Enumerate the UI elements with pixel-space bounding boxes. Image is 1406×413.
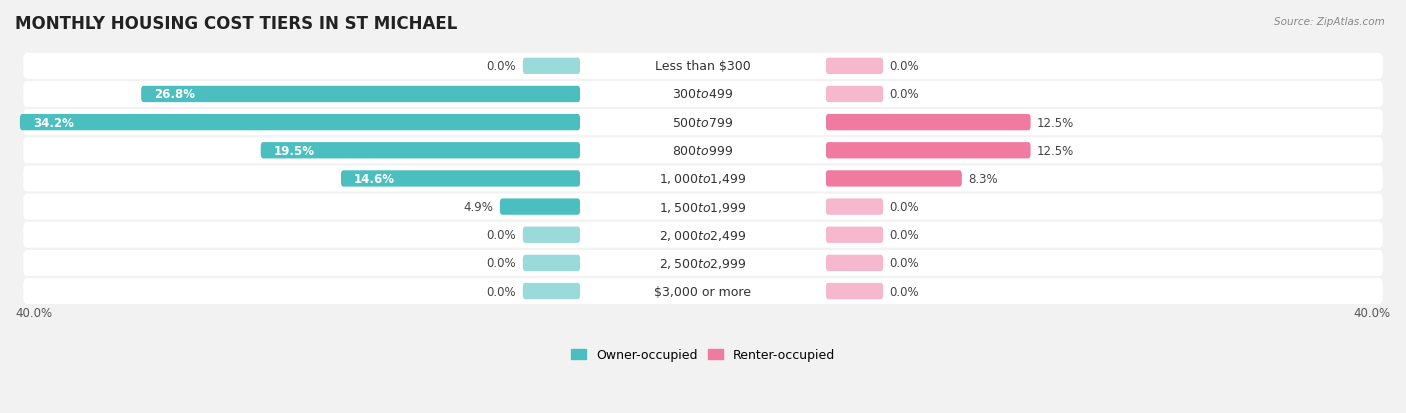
Text: 0.0%: 0.0% xyxy=(486,60,516,73)
Text: 0.0%: 0.0% xyxy=(890,229,920,242)
Text: 40.0%: 40.0% xyxy=(1354,306,1391,319)
FancyBboxPatch shape xyxy=(22,166,1384,192)
FancyBboxPatch shape xyxy=(501,199,581,215)
FancyBboxPatch shape xyxy=(22,138,1384,164)
FancyBboxPatch shape xyxy=(523,59,581,75)
FancyBboxPatch shape xyxy=(825,171,962,187)
FancyBboxPatch shape xyxy=(581,226,825,244)
FancyBboxPatch shape xyxy=(581,58,825,76)
Text: 4.9%: 4.9% xyxy=(464,201,494,214)
FancyBboxPatch shape xyxy=(22,194,1384,220)
Text: 0.0%: 0.0% xyxy=(890,201,920,214)
FancyBboxPatch shape xyxy=(581,114,825,132)
FancyBboxPatch shape xyxy=(825,227,883,243)
Text: $2,500 to $2,999: $2,500 to $2,999 xyxy=(659,256,747,270)
FancyBboxPatch shape xyxy=(22,82,1384,108)
FancyBboxPatch shape xyxy=(260,143,581,159)
FancyBboxPatch shape xyxy=(523,227,581,243)
FancyBboxPatch shape xyxy=(581,198,825,216)
Text: 0.0%: 0.0% xyxy=(890,88,920,101)
Text: MONTHLY HOUSING COST TIERS IN ST MICHAEL: MONTHLY HOUSING COST TIERS IN ST MICHAEL xyxy=(15,15,457,33)
Text: 26.8%: 26.8% xyxy=(155,88,195,101)
FancyBboxPatch shape xyxy=(825,87,883,103)
Text: $3,000 or more: $3,000 or more xyxy=(655,285,751,298)
Text: Source: ZipAtlas.com: Source: ZipAtlas.com xyxy=(1274,17,1385,26)
Text: 19.5%: 19.5% xyxy=(274,145,315,157)
Text: 12.5%: 12.5% xyxy=(1038,116,1074,129)
FancyBboxPatch shape xyxy=(22,54,1384,80)
FancyBboxPatch shape xyxy=(581,254,825,272)
Text: $300 to $499: $300 to $499 xyxy=(672,88,734,101)
FancyBboxPatch shape xyxy=(581,142,825,160)
Text: $1,000 to $1,499: $1,000 to $1,499 xyxy=(659,172,747,186)
Text: 0.0%: 0.0% xyxy=(890,60,920,73)
FancyBboxPatch shape xyxy=(581,282,825,300)
Legend: Owner-occupied, Renter-occupied: Owner-occupied, Renter-occupied xyxy=(567,343,839,366)
FancyBboxPatch shape xyxy=(22,110,1384,136)
FancyBboxPatch shape xyxy=(825,143,1031,159)
Text: 0.0%: 0.0% xyxy=(890,285,920,298)
FancyBboxPatch shape xyxy=(825,59,883,75)
FancyBboxPatch shape xyxy=(581,86,825,104)
Text: Less than $300: Less than $300 xyxy=(655,60,751,73)
FancyBboxPatch shape xyxy=(825,283,883,299)
Text: 0.0%: 0.0% xyxy=(486,285,516,298)
FancyBboxPatch shape xyxy=(523,283,581,299)
Text: 12.5%: 12.5% xyxy=(1038,145,1074,157)
Text: 34.2%: 34.2% xyxy=(32,116,75,129)
Text: 14.6%: 14.6% xyxy=(354,173,395,185)
Text: $1,500 to $1,999: $1,500 to $1,999 xyxy=(659,200,747,214)
FancyBboxPatch shape xyxy=(825,255,883,271)
FancyBboxPatch shape xyxy=(342,171,581,187)
FancyBboxPatch shape xyxy=(825,199,883,215)
FancyBboxPatch shape xyxy=(22,278,1384,304)
Text: $2,000 to $2,499: $2,000 to $2,499 xyxy=(659,228,747,242)
FancyBboxPatch shape xyxy=(825,115,1031,131)
Text: 0.0%: 0.0% xyxy=(890,257,920,270)
FancyBboxPatch shape xyxy=(22,222,1384,248)
Text: 0.0%: 0.0% xyxy=(486,229,516,242)
Text: $800 to $999: $800 to $999 xyxy=(672,145,734,157)
Text: $500 to $799: $500 to $799 xyxy=(672,116,734,129)
FancyBboxPatch shape xyxy=(141,87,581,103)
FancyBboxPatch shape xyxy=(581,170,825,188)
Text: 8.3%: 8.3% xyxy=(969,173,998,185)
Text: 40.0%: 40.0% xyxy=(15,306,52,319)
FancyBboxPatch shape xyxy=(523,255,581,271)
Text: 0.0%: 0.0% xyxy=(486,257,516,270)
FancyBboxPatch shape xyxy=(20,115,581,131)
FancyBboxPatch shape xyxy=(22,250,1384,276)
